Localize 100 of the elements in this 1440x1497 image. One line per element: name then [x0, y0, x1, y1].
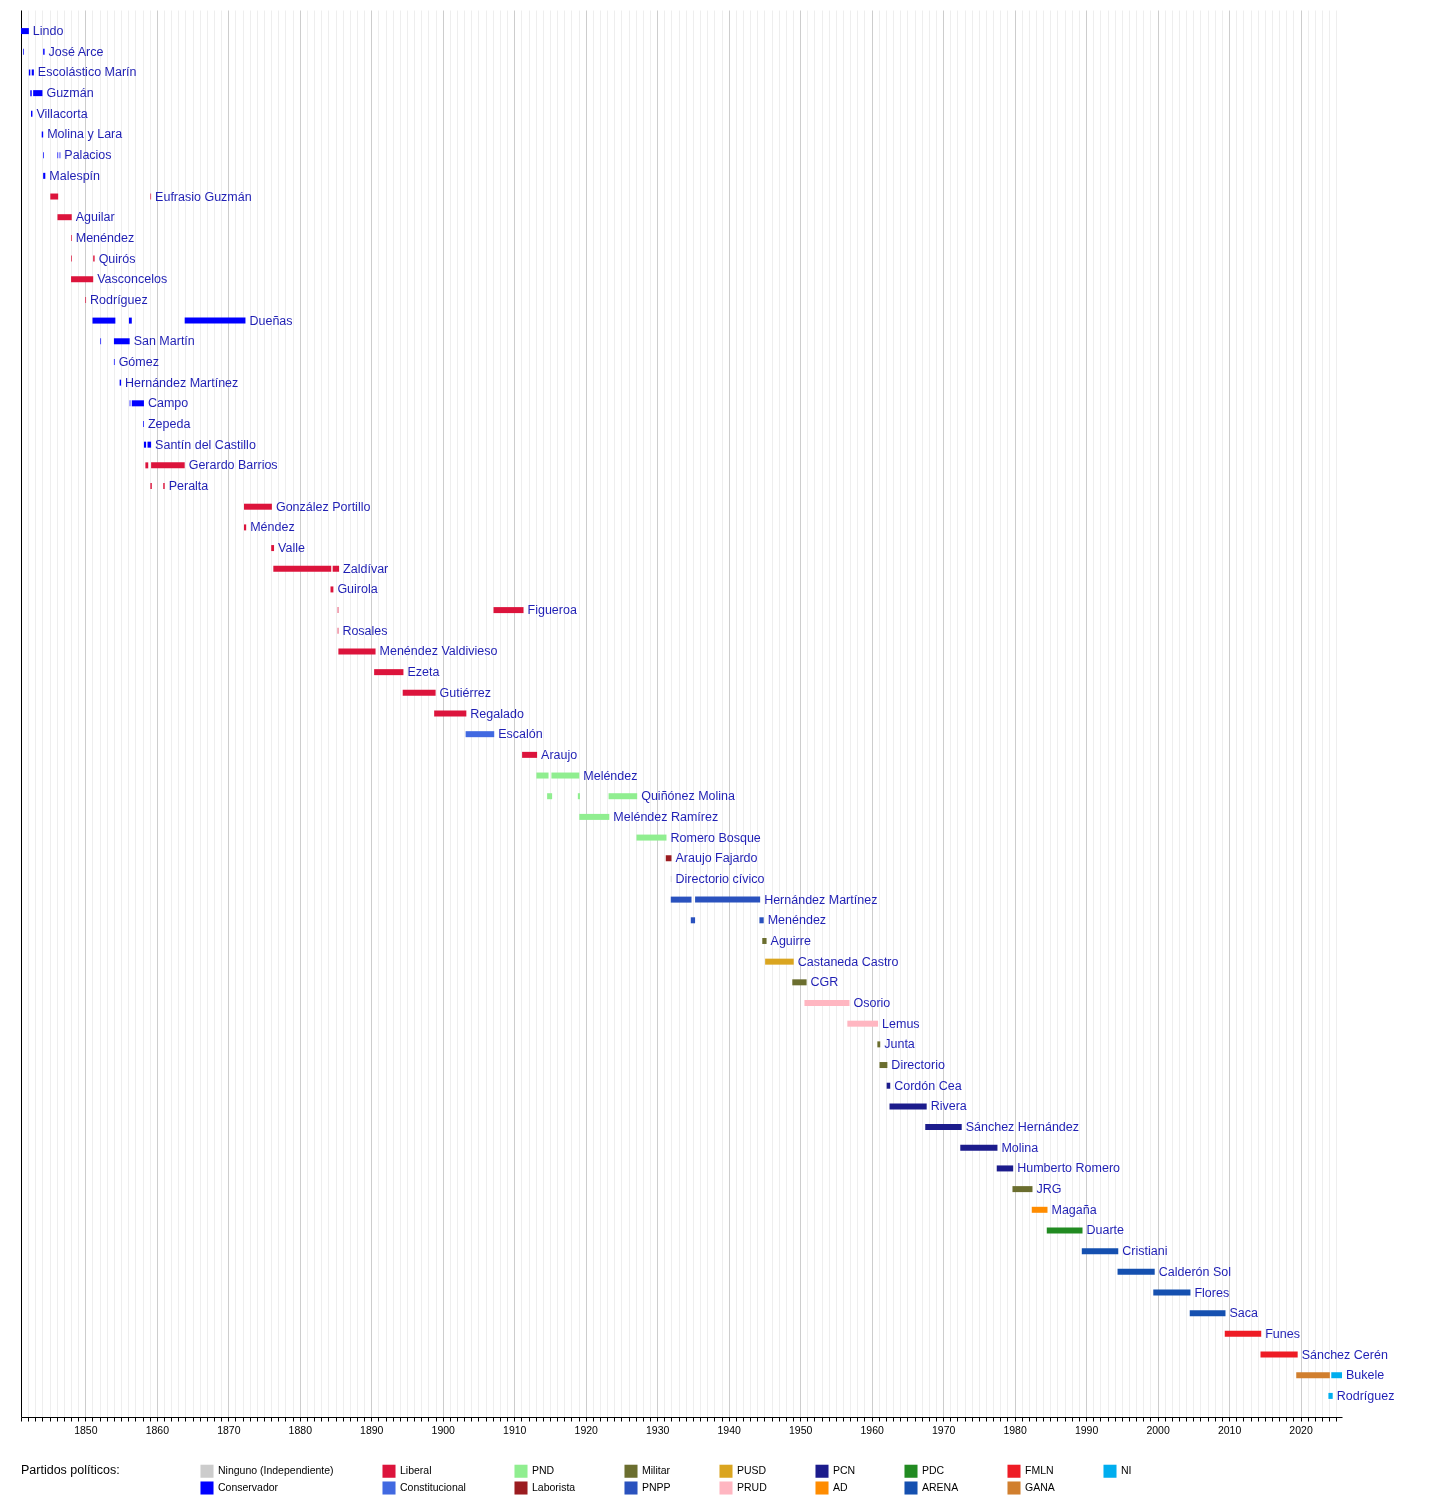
- x-tick-label: 1940: [717, 1423, 742, 1436]
- data-label: Zaldívar: [343, 561, 389, 576]
- data-label: Magaña: [1051, 1202, 1097, 1217]
- bar: [493, 607, 524, 614]
- data-label: Peralta: [168, 479, 209, 494]
- data-label: Menéndez: [767, 913, 827, 928]
- bar: [877, 1041, 881, 1048]
- data-label: Lindo: [32, 24, 64, 39]
- data-label: Humberto Romero: [1017, 1161, 1121, 1176]
- legend-label: AD: [833, 1481, 848, 1493]
- x-tick-label: 1970: [931, 1423, 956, 1436]
- legend-label: Liberal: [400, 1464, 432, 1477]
- x-tick-label: 1910: [503, 1423, 527, 1436]
- data-label: Rivera: [930, 1099, 967, 1114]
- legend-label: PCN: [833, 1464, 856, 1477]
- data-label: Meléndez: [583, 768, 638, 783]
- data-label: Aguirre: [770, 933, 811, 948]
- data-label: Rosales: [342, 623, 388, 638]
- data-label: Gómez: [118, 354, 159, 369]
- data-label: Junta: [884, 1037, 915, 1052]
- data-label: Villacorta: [36, 106, 88, 121]
- data-label: Quiñónez Molina: [641, 789, 736, 804]
- x-tick-label: 1890: [360, 1423, 384, 1436]
- data-label: Calderón Sol: [1158, 1264, 1231, 1279]
- legend-label: Laborista: [532, 1481, 576, 1493]
- x-tick-label: 1860: [145, 1423, 170, 1436]
- data-label: Malespín: [49, 168, 101, 183]
- bar: [1031, 1206, 1048, 1213]
- bar: [128, 317, 132, 324]
- x-tick-label: 1920: [574, 1423, 599, 1436]
- bar: [996, 1165, 1014, 1172]
- data-label: Gerardo Barrios: [188, 458, 278, 473]
- data-label: Duarte: [1086, 1223, 1125, 1238]
- data-label: Eufrasio Guzmán: [155, 189, 252, 204]
- legend-label: Constitucional: [400, 1481, 466, 1493]
- legend-label: PUSD: [737, 1464, 767, 1477]
- data-label: Cordón Cea: [894, 1078, 962, 1093]
- bar: [636, 834, 667, 841]
- legend-label: Ninguno (Independiente): [218, 1464, 334, 1477]
- data-label: Sánchez Hernández: [965, 1120, 1079, 1135]
- bar: [695, 896, 761, 903]
- bar: [1224, 1330, 1262, 1337]
- data-label: Meléndez Ramírez: [613, 809, 719, 824]
- x-tick-label: 1880: [288, 1423, 313, 1436]
- bar: [33, 90, 43, 97]
- legend-label: PRUD: [737, 1481, 768, 1493]
- legend-label: Conservador: [218, 1481, 279, 1493]
- bar: [131, 400, 144, 407]
- bar: [536, 772, 549, 779]
- bar: [690, 917, 696, 924]
- data-label: Escalón: [498, 727, 543, 742]
- bar: [1153, 1289, 1191, 1296]
- bar: [960, 1144, 998, 1151]
- data-label: Ezeta: [407, 665, 440, 680]
- legend-label: ARENA: [922, 1481, 959, 1493]
- legend-label: NI: [1121, 1464, 1132, 1477]
- data-label: Palacios: [64, 148, 112, 163]
- bar: [143, 441, 147, 448]
- x-tick-label: 1960: [860, 1423, 884, 1436]
- bar: [71, 276, 94, 283]
- data-label: Santín del Castillo: [155, 437, 256, 452]
- bar: [1012, 1186, 1033, 1193]
- bar: [244, 503, 272, 510]
- legend-label: GANA: [1025, 1481, 1055, 1493]
- data-label: Funes: [1265, 1326, 1300, 1341]
- data-label: Valle: [278, 541, 305, 556]
- bar: [608, 793, 638, 800]
- bar: [92, 317, 116, 324]
- bar: [762, 937, 767, 944]
- bar: [184, 317, 246, 324]
- data-label: Campo: [147, 396, 189, 411]
- bar: [374, 669, 404, 676]
- data-label: González Portillo: [275, 499, 371, 514]
- bar: [57, 214, 72, 221]
- x-tick-label: 1850: [74, 1423, 98, 1436]
- bar: [1331, 1372, 1342, 1379]
- data-label: Figueroa: [527, 603, 577, 618]
- data-label: Regalado: [470, 706, 524, 721]
- data-label: Molina y Lara: [47, 127, 123, 142]
- bar: [1046, 1227, 1083, 1234]
- bar: [43, 172, 46, 179]
- bar: [465, 731, 495, 738]
- data-label: Rodríguez: [1336, 1388, 1395, 1403]
- data-label: Guzmán: [46, 86, 94, 101]
- bar: [145, 462, 149, 469]
- x-tick-label: 2010: [1217, 1423, 1242, 1436]
- bar: [113, 338, 130, 345]
- bar: [273, 565, 332, 572]
- data-label: Bukele: [1346, 1368, 1385, 1383]
- data-label: Dueñas: [249, 313, 293, 328]
- bar: [1117, 1268, 1155, 1275]
- bar: [50, 193, 59, 200]
- bar: [402, 689, 436, 696]
- bar: [1296, 1372, 1330, 1379]
- bar: [579, 813, 610, 820]
- bar: [547, 793, 553, 800]
- bar: [792, 979, 807, 986]
- data-label: Hernández Martínez: [125, 375, 239, 390]
- data-label: Menéndez Valdivieso: [379, 644, 498, 659]
- bar: [551, 772, 580, 779]
